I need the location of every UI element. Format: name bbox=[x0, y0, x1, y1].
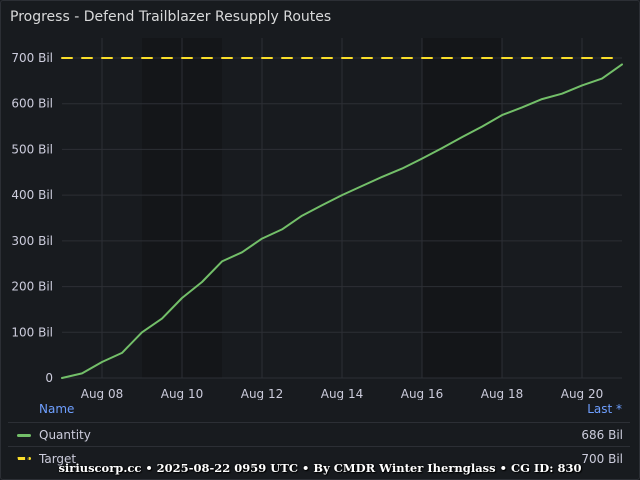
legend-item-last-value: 686 Bil bbox=[581, 428, 623, 442]
x-tick-label: Aug 12 bbox=[241, 387, 284, 400]
y-axis-ticks: 0 100 Bil 200 Bil 300 Bil 400 Bil 500 Bil 600 … bbox=[11, 51, 53, 385]
y-tick-label: 500 Bil bbox=[11, 142, 53, 156]
y-tick-label: 300 Bil bbox=[11, 234, 53, 248]
line-chart: 0 100 Bil 200 Bil 300 Bil 400 Bil 500 Bil 600 … bbox=[11, 38, 623, 400]
quantity-swatch-icon bbox=[17, 434, 31, 437]
y-tick-label: 600 Bil bbox=[11, 97, 53, 111]
y-tick-label: 700 Bil bbox=[11, 51, 53, 65]
weekend-shading bbox=[142, 38, 502, 378]
footer-watermark: siriuscorp.cc • 2025-08-22 0959 UTC • By… bbox=[58, 461, 582, 475]
legend-item-target[interactable]: Target 700 Bil bbox=[8, 446, 630, 470]
legend-header: Name Last * bbox=[0, 401, 640, 419]
weekend-band bbox=[422, 38, 502, 378]
legend-item-label[interactable]: Target bbox=[39, 452, 77, 466]
x-tick-label: Aug 10 bbox=[161, 387, 204, 400]
x-tick-label: Aug 18 bbox=[481, 387, 524, 400]
series-line-quantity bbox=[61, 63, 623, 379]
y-tick-label: 100 Bil bbox=[11, 325, 53, 339]
panel-title: Progress - Defend Trailblazer Resupply R… bbox=[10, 9, 332, 25]
legend-item-quantity[interactable]: Quantity 686 Bil bbox=[8, 422, 630, 446]
target-swatch-icon bbox=[17, 457, 31, 460]
x-axis-ticks: Aug 08 Aug 10 Aug 12 Aug 14 Aug 16 Aug 18 Aug … bbox=[81, 387, 604, 400]
legend-last-header[interactable]: Last * bbox=[587, 402, 622, 416]
x-tick-label: Aug 08 bbox=[81, 387, 124, 400]
y-tick-label: 400 Bil bbox=[11, 188, 53, 202]
legend-name-header[interactable]: Name bbox=[39, 402, 75, 416]
y-tick-label: 200 Bil bbox=[11, 280, 53, 294]
x-tick-label: Aug 20 bbox=[561, 387, 604, 400]
y-tick-label: 0 bbox=[45, 371, 53, 385]
series-lines bbox=[61, 57, 623, 379]
x-tick-label: Aug 14 bbox=[321, 387, 364, 400]
legend-item-last-value: 700 Bil bbox=[581, 452, 623, 466]
x-tick-label: Aug 16 bbox=[401, 387, 444, 400]
legend-item-label[interactable]: Quantity bbox=[39, 428, 91, 442]
